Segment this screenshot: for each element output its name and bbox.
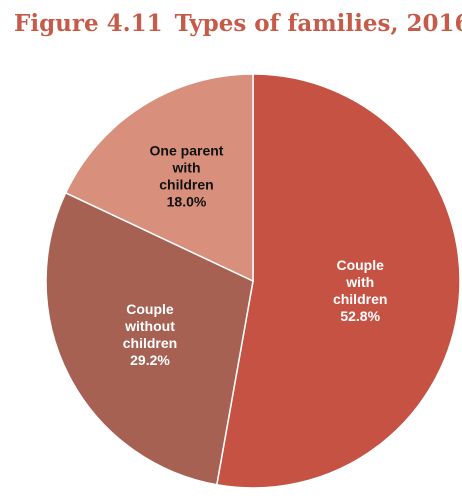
pie-slice-category-label: children (159, 177, 213, 193)
figure-number: Figure 4.11 (14, 10, 163, 37)
pie-slice-0 (215, 73, 461, 489)
pie-slice-label-1: Couple without children 29.2% (123, 301, 177, 368)
pie-slice-1 (45, 191, 254, 486)
pie-slice-category-label: Couple (126, 301, 174, 317)
pie-slice-label-2: One parent with children 18.0% (150, 143, 224, 210)
pie-slice-category-label: without (124, 318, 175, 334)
pie-slice-category-label: One parent (150, 143, 224, 159)
pie-slice-value-label: 18.0% (167, 194, 207, 210)
pie-slice-category-label: children (333, 291, 387, 307)
pie-slice-category-label: Couple (336, 257, 384, 273)
pie-slice-value-label: 52.8% (340, 308, 380, 324)
pie-slice-category-label: with (172, 160, 201, 176)
pie-slice-value-label: 29.2% (130, 352, 170, 368)
figure-title-text: Types of families, 2016 (174, 10, 462, 37)
pie-slice-category-label: with (345, 274, 374, 290)
pie-slice-category-label: children (123, 335, 177, 351)
pie-slice-label-0: Couple with children 52.8% (333, 257, 387, 324)
figure-title: Figure 4.11 Types of families, 2016 (14, 10, 462, 37)
pie-slice-2 (64, 73, 254, 283)
